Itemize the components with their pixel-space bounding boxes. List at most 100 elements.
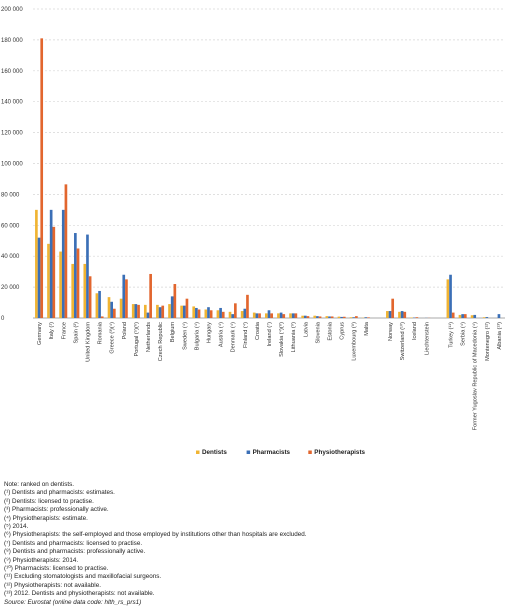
x-tick-label: Portugal (⁵)(⁶) — [133, 322, 140, 357]
note-line: (¹²) Physiotherapists: not available. — [4, 582, 504, 590]
bar-pharmacists — [122, 275, 125, 318]
source-line: Source: Eurostat (online data code: hlth… — [4, 599, 504, 607]
x-tick-label: Belgium — [170, 322, 176, 343]
bar-pharmacists — [268, 310, 271, 318]
bar-physiotherapists — [295, 313, 298, 318]
bar-dentists — [144, 305, 147, 318]
bar-dentists — [265, 313, 268, 318]
note-line: (⁶) Physiotherapists: the self-employed … — [4, 531, 504, 539]
bar-physiotherapists — [355, 316, 358, 318]
bar-dentists — [35, 210, 38, 318]
x-tick-label: Turkey (¹¹) — [449, 322, 455, 348]
bar-pharmacists — [316, 316, 319, 318]
bar-dentists — [204, 310, 207, 318]
bar-physiotherapists — [149, 274, 152, 318]
x-tick-label: Czech Republic — [158, 322, 164, 361]
bar-dentists — [229, 312, 232, 318]
x-tick-label: Croatia — [255, 321, 261, 340]
bar-dentists — [289, 313, 292, 318]
bar-physiotherapists — [282, 314, 285, 318]
bar-dentists — [217, 310, 220, 318]
bar-dentists — [180, 306, 183, 318]
x-tick-label: Latvia — [303, 321, 309, 337]
legend-swatch-physiotherapists — [308, 451, 312, 455]
x-tick-label: Spain (²) — [73, 322, 79, 344]
bar-dentists — [96, 293, 99, 318]
bar-dentists — [386, 311, 389, 318]
x-tick-label: Montenegro (¹²) — [485, 322, 491, 361]
bar-dentists — [338, 317, 341, 318]
bar-dentists — [459, 315, 462, 318]
bar-physiotherapists — [464, 314, 467, 318]
x-tick-label: Slovenia — [315, 321, 321, 343]
y-tick-label: 160 000 — [1, 69, 23, 75]
note-line: (⁷) Dentists and pharmacists: licensed t… — [4, 540, 504, 548]
x-tick-label: Denmark (⁴) — [230, 322, 237, 353]
x-tick-label: Iceland — [412, 322, 418, 340]
bar-pharmacists — [304, 316, 307, 318]
x-tick-label: Norway — [388, 322, 394, 341]
bar-physiotherapists — [198, 310, 201, 318]
bar-pharmacists — [62, 210, 65, 318]
bar-pharmacists — [183, 306, 186, 318]
x-tick-label: Germany — [37, 322, 43, 345]
bar-pharmacists — [280, 313, 283, 318]
bar-dentists — [71, 264, 74, 318]
bar-pharmacists — [352, 317, 355, 318]
bar-physiotherapists — [403, 312, 406, 318]
bar-pharmacists — [364, 317, 367, 318]
x-tick-label: Luxembourg (⁹) — [351, 322, 358, 361]
bar-physiotherapists — [52, 227, 55, 318]
bar-pharmacists — [461, 314, 464, 318]
y-tick-label: 60 000 — [1, 223, 20, 229]
y-tick-label: 100 000 — [1, 162, 23, 168]
x-tick-label: France — [61, 322, 67, 339]
bar-pharmacists — [219, 308, 222, 318]
bar-dentists — [241, 311, 244, 318]
bars — [35, 38, 500, 318]
bar-physiotherapists — [125, 279, 128, 318]
legend-label-dentists: Dentists — [202, 449, 227, 456]
bar-dentists — [168, 304, 171, 318]
note-line: (⁴) Physiotherapists: estimate. — [4, 515, 504, 523]
x-tick-label: Ireland (⁷) — [266, 322, 273, 347]
bar-pharmacists — [486, 317, 489, 318]
note-line: (⁹) Physiotherapists: 2014. — [4, 557, 504, 565]
note-line: (³) Pharmacists: professionally active. — [4, 506, 504, 514]
bar-dentists — [301, 316, 304, 318]
bar-dentists — [47, 244, 50, 318]
x-tick-label: Netherlands — [146, 322, 152, 352]
x-tick-label: Italy (¹) — [49, 322, 55, 340]
footnotes: Note: ranked on dentists. (¹) Dentists a… — [4, 481, 504, 607]
bar-physiotherapists — [174, 284, 177, 318]
bar-pharmacists — [207, 307, 210, 318]
bar-pharmacists — [195, 308, 198, 318]
bar-physiotherapists — [101, 316, 104, 318]
bar-dentists — [83, 264, 86, 318]
x-tick-label: Albania (¹³) — [497, 322, 503, 350]
x-tick-label: Romania — [98, 321, 104, 344]
x-axis-labels: Germany Italy (¹) France Spain (²) United Ki… — [37, 321, 503, 430]
bar-dentists — [447, 279, 450, 318]
bar-physiotherapists — [89, 276, 92, 318]
bar-pharmacists — [147, 313, 150, 318]
bar-pharmacists — [38, 238, 41, 318]
bar-physiotherapists — [416, 317, 419, 318]
x-tick-label: United Kingdom — [85, 322, 91, 362]
y-tick-label: 200 000 — [1, 7, 23, 13]
legend-label-pharmacists: Pharmacists — [253, 449, 291, 456]
bar-physiotherapists — [161, 306, 164, 318]
note-line: (¹¹) Excluding stomatologists and maxill… — [4, 573, 504, 581]
bar-pharmacists — [135, 304, 138, 318]
bar-dentists — [156, 305, 159, 318]
bar-dentists — [471, 315, 474, 318]
note-line: (¹⁰) Pharmacists: licensed to practise. — [4, 565, 504, 573]
bar-pharmacists — [86, 235, 89, 318]
bar-dentists — [120, 299, 123, 318]
bar-dentists — [253, 313, 256, 318]
bar-physiotherapists — [65, 184, 68, 318]
bar-pharmacists — [473, 315, 476, 318]
note-line: (¹³) 2012. Dentists and physiotherapists… — [4, 590, 504, 598]
bar-physiotherapists — [391, 299, 394, 318]
